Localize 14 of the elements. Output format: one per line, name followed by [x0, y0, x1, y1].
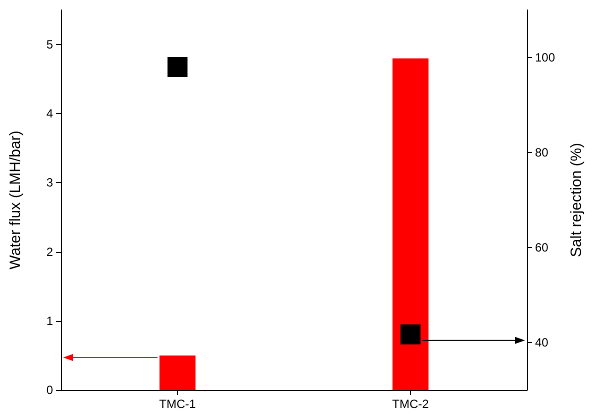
y-tick-label: 3	[46, 176, 54, 190]
x-tick-label: TMC-1	[159, 397, 196, 411]
y-axis-title: Water flux (LMH/bar)	[7, 130, 24, 270]
y2-tick-label: 40	[535, 336, 549, 350]
x-tick-label: TMC-2	[392, 397, 430, 411]
y-tick-label: 1	[46, 314, 54, 328]
y-tick-label: 4	[46, 106, 54, 121]
y2-tick-label: 100	[535, 50, 556, 64]
y2-axis-title: Salt rejection (%)	[568, 142, 585, 258]
y-tick-label: 5	[46, 38, 54, 52]
y-tick-label: 2	[46, 244, 54, 259]
y2-tick-label: 80	[535, 146, 549, 160]
y2-tick-label: 60	[535, 240, 549, 254]
y-tick-label: 0	[46, 383, 54, 397]
